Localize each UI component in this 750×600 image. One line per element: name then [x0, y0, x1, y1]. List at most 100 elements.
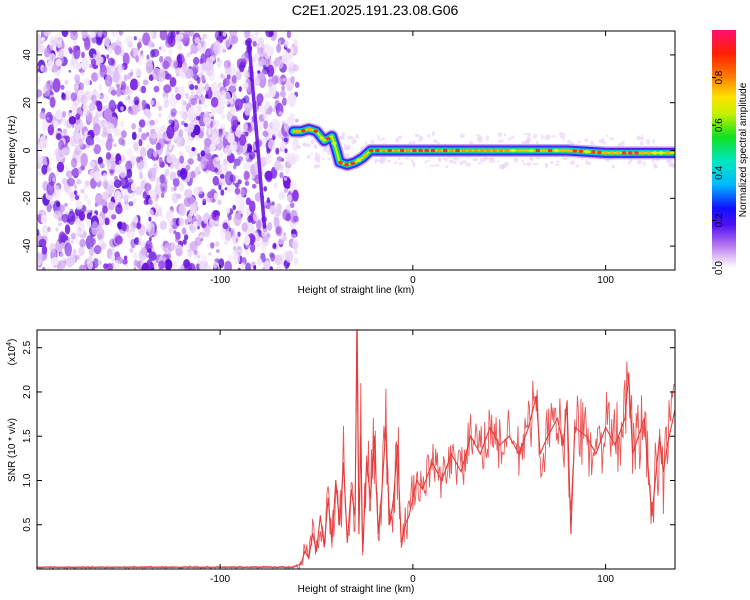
noise-speckle [283, 232, 287, 236]
snr-point [377, 533, 379, 535]
haze-speckle [555, 163, 560, 166]
haze-speckle [526, 162, 532, 167]
noise-speckle [50, 256, 59, 267]
noise-speckle [123, 203, 130, 211]
y-tick-label: 20 [22, 97, 33, 109]
snr-point [400, 541, 402, 544]
noise-speckle [240, 262, 245, 270]
haze-speckle [521, 160, 525, 162]
noise-speckle [151, 252, 156, 258]
noise-speckle [249, 200, 256, 213]
noise-speckle [128, 99, 132, 103]
noise-speckle [267, 221, 273, 231]
noise-speckle [138, 139, 143, 147]
snr-point [323, 546, 325, 548]
noise-speckle [271, 75, 278, 85]
snr-point [562, 444, 564, 446]
noise-speckle [155, 193, 160, 199]
noise-speckle [293, 249, 298, 255]
noise-speckle [132, 198, 137, 204]
noise-speckle [200, 238, 204, 242]
noise-speckle [245, 82, 249, 87]
noise-speckle [219, 129, 223, 133]
ridge-hotspot [455, 148, 460, 153]
noise-speckle [257, 70, 261, 74]
noise-speckle [243, 95, 250, 104]
y-tick-label: 0.5 [22, 517, 33, 531]
noise-speckle [129, 247, 134, 254]
noise-speckle [74, 124, 80, 134]
noise-speckle [239, 134, 247, 146]
noise-speckle [163, 243, 172, 255]
noise-speckle [141, 132, 147, 141]
noise-speckle [37, 229, 40, 236]
snr-point [404, 524, 406, 526]
haze-speckle [410, 158, 414, 163]
noise-speckle [160, 214, 164, 218]
noise-speckle [177, 267, 182, 270]
noise-speckle [287, 194, 292, 202]
noise-speckle [130, 182, 137, 192]
noise-speckle [288, 46, 294, 55]
noise-speckle [187, 122, 195, 132]
haze-speckle [418, 135, 424, 141]
noise-speckle [166, 35, 171, 45]
noise-speckle [62, 118, 67, 126]
noise-speckle [189, 210, 194, 217]
noise-speckle [265, 153, 272, 165]
noise-speckle [176, 54, 182, 63]
noise-speckle [75, 84, 80, 90]
noise-speckle [149, 199, 153, 206]
noise-speckle [117, 221, 123, 230]
noise-speckle [121, 81, 126, 91]
noise-speckle [257, 47, 265, 56]
noise-speckle [193, 221, 198, 227]
noise-speckle [196, 76, 201, 84]
noise-speckle [136, 222, 142, 230]
y-tick-label: 1.0 [22, 473, 33, 487]
noise-speckle [232, 204, 236, 211]
noise-speckle [37, 171, 42, 176]
noise-speckle [93, 170, 102, 183]
noise-speckle [178, 217, 185, 227]
noise-speckle [185, 37, 189, 44]
noise-speckle [39, 111, 46, 120]
noise-speckle [143, 177, 147, 183]
noise-speckle [56, 201, 61, 208]
haze-speckle [445, 165, 449, 169]
ridge-hotspot [467, 148, 473, 153]
noise-speckle [142, 79, 149, 86]
noise-speckle [97, 156, 103, 165]
noise-speckle [116, 87, 122, 97]
ridge-hotspot [331, 141, 337, 146]
noise-speckle [220, 173, 225, 180]
noise-speckle [272, 101, 276, 107]
noise-speckle [109, 185, 115, 193]
noise-speckle [57, 49, 65, 59]
snr-frame [36, 329, 676, 570]
noise-speckle [47, 226, 51, 232]
ridge-hotspot [319, 136, 325, 140]
spectrogram-panel: -100 0 100 -40 -20 0 20 40 Height of straight l… [7, 30, 676, 296]
ridge-hotspot [578, 149, 584, 154]
ridge-hotspot [418, 148, 423, 153]
snr-point [327, 497, 329, 499]
snr-multiplier: (x104) [6, 339, 18, 366]
noise-speckle [204, 103, 208, 109]
noise-speckle [263, 43, 272, 60]
noise-speckle [135, 55, 140, 63]
noise-speckle [275, 207, 282, 217]
noise-speckle [138, 249, 147, 261]
noise-speckle [100, 56, 104, 64]
noise-speckle [121, 130, 127, 139]
noise-speckle [202, 214, 209, 223]
noise-speckle [80, 71, 85, 76]
noise-speckle [182, 105, 187, 110]
noise-speckle [113, 127, 122, 137]
haze-speckle [497, 160, 500, 163]
haze-speckle [395, 138, 399, 143]
noise-speckle [37, 154, 43, 164]
noise-speckle [108, 99, 116, 113]
noise-speckle [280, 140, 287, 151]
snr-point [342, 462, 345, 464]
